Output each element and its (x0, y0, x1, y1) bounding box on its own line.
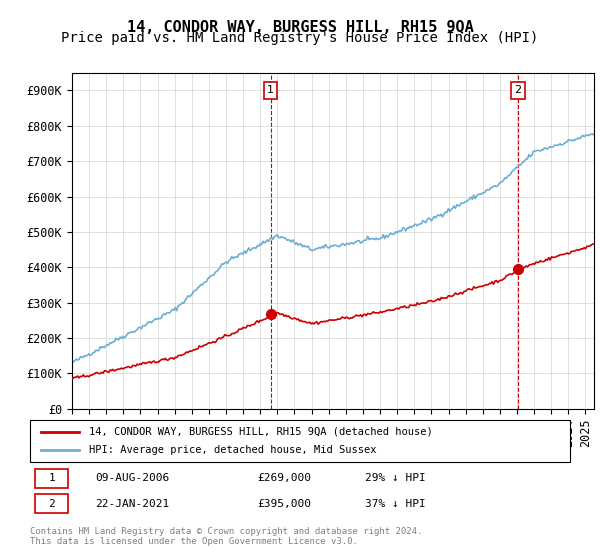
Text: 09-AUG-2006: 09-AUG-2006 (95, 473, 169, 483)
Text: 14, CONDOR WAY, BURGESS HILL, RH15 9QA: 14, CONDOR WAY, BURGESS HILL, RH15 9QA (127, 20, 473, 35)
Text: Contains HM Land Registry data © Crown copyright and database right 2024.
This d: Contains HM Land Registry data © Crown c… (30, 526, 422, 546)
Text: 29% ↓ HPI: 29% ↓ HPI (365, 473, 425, 483)
Text: Price paid vs. HM Land Registry's House Price Index (HPI): Price paid vs. HM Land Registry's House … (61, 31, 539, 45)
Text: 2: 2 (48, 498, 55, 508)
Text: £269,000: £269,000 (257, 473, 311, 483)
Text: 2: 2 (514, 86, 521, 96)
FancyBboxPatch shape (35, 494, 68, 513)
FancyBboxPatch shape (35, 469, 68, 488)
FancyBboxPatch shape (30, 420, 570, 462)
Text: HPI: Average price, detached house, Mid Sussex: HPI: Average price, detached house, Mid … (89, 445, 377, 455)
Text: 22-JAN-2021: 22-JAN-2021 (95, 498, 169, 508)
Text: 1: 1 (267, 86, 274, 96)
Text: 14, CONDOR WAY, BURGESS HILL, RH15 9QA (detached house): 14, CONDOR WAY, BURGESS HILL, RH15 9QA (… (89, 427, 433, 437)
Text: £395,000: £395,000 (257, 498, 311, 508)
Text: 1: 1 (48, 473, 55, 483)
Text: 37% ↓ HPI: 37% ↓ HPI (365, 498, 425, 508)
